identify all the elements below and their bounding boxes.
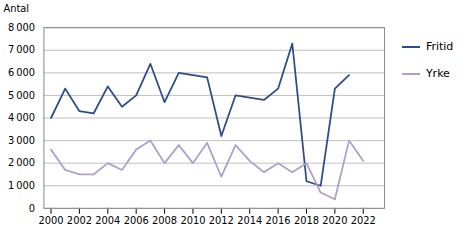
- svg-text:Antal: Antal: [3, 3, 29, 14]
- svg-text:2 000: 2 000: [8, 157, 35, 168]
- svg-text:2022: 2022: [351, 215, 376, 226]
- svg-text:5 000: 5 000: [8, 90, 35, 101]
- svg-text:3 000: 3 000: [8, 135, 35, 146]
- svg-text:2016: 2016: [266, 215, 291, 226]
- html-text:Fritid: Fritid: [425, 40, 454, 53]
- svg-text:2014: 2014: [237, 215, 262, 226]
- svg-text:2018: 2018: [294, 215, 319, 226]
- svg-text:8 000: 8 000: [8, 22, 35, 33]
- svg-text:2008: 2008: [152, 215, 177, 226]
- svg-text:6 000: 6 000: [8, 67, 35, 78]
- svg-text:2020: 2020: [322, 215, 347, 226]
- svg-text:2010: 2010: [180, 215, 205, 226]
- svg-text:1 000: 1 000: [8, 180, 35, 191]
- svg-text:2004: 2004: [95, 215, 120, 226]
- svg-text:7 000: 7 000: [8, 44, 35, 55]
- svg-text:2006: 2006: [124, 215, 149, 226]
- html-text:Yrke: Yrke: [425, 67, 450, 80]
- svg-text:2012: 2012: [209, 215, 234, 226]
- svg-text:2000: 2000: [38, 215, 63, 226]
- svg-text:0: 0: [29, 202, 35, 213]
- svg-text:4 000: 4 000: [8, 112, 35, 123]
- svg-text:2002: 2002: [67, 215, 92, 226]
